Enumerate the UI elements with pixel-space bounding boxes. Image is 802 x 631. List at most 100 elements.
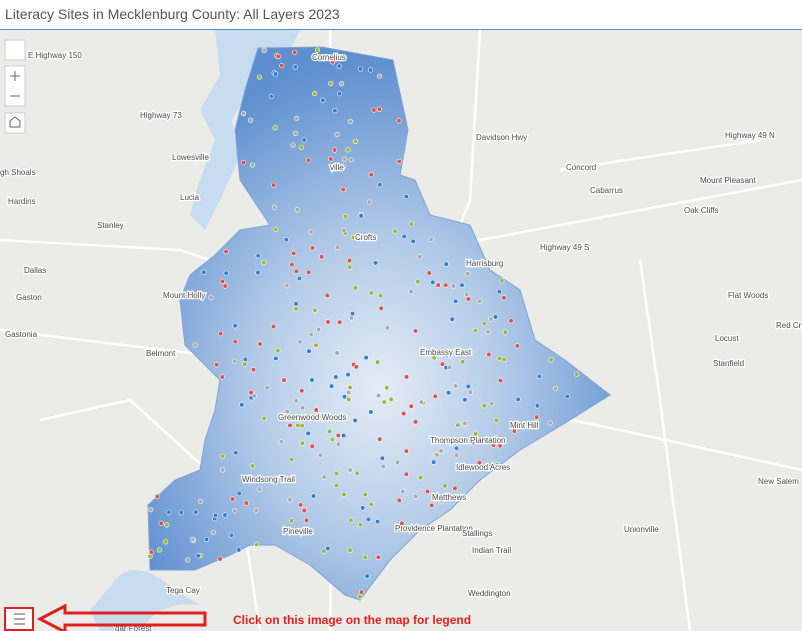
place-label: Embassy East	[420, 348, 472, 357]
site-dot	[321, 548, 327, 554]
site-dot	[399, 520, 405, 526]
site-dot	[508, 318, 514, 324]
site-dot	[564, 393, 570, 400]
site-dot	[289, 262, 295, 268]
site-dot	[329, 383, 335, 389]
site-dot	[294, 207, 300, 213]
site-dot	[291, 250, 297, 256]
site-dot	[446, 364, 453, 370]
place-label: Gaston	[16, 293, 42, 302]
site-dot	[438, 498, 444, 504]
site-dot	[548, 357, 554, 363]
site-dot	[348, 157, 354, 163]
site-dot	[352, 417, 358, 424]
site-dot	[403, 193, 409, 200]
place-label: Mint Hill	[510, 421, 539, 430]
site-dot	[197, 498, 204, 505]
site-dot	[301, 507, 307, 514]
legend-icon	[14, 613, 25, 625]
site-dot	[287, 422, 293, 429]
site-dot	[335, 244, 341, 250]
site-dot	[352, 138, 359, 144]
site-dot	[456, 492, 462, 498]
site-dot	[375, 359, 381, 365]
county	[147, 46, 611, 601]
site-dot	[347, 264, 353, 270]
site-dot	[453, 452, 460, 458]
site-dot	[321, 474, 327, 480]
site-dot	[192, 342, 198, 348]
site-dot	[501, 356, 507, 362]
site-dot	[306, 348, 312, 354]
site-dot	[438, 448, 444, 454]
site-dot	[292, 64, 298, 70]
site-dot	[380, 463, 386, 470]
site-dot	[388, 396, 394, 402]
site-dot	[445, 390, 452, 396]
site-dot	[311, 90, 318, 97]
site-dot	[515, 396, 521, 402]
site-dot	[228, 532, 235, 538]
site-dot	[287, 497, 293, 503]
site-dot	[231, 358, 238, 364]
place-label: Mount Pleasant	[700, 176, 756, 185]
site-dot	[345, 147, 351, 153]
site-dot	[240, 110, 247, 117]
site-dot	[485, 329, 491, 335]
site-dot	[193, 509, 199, 515]
place-label: Oak Cliffs	[684, 206, 719, 215]
site-dot	[320, 97, 326, 103]
site-dot	[368, 172, 374, 178]
site-dot	[333, 374, 339, 380]
home-button[interactable]	[4, 112, 26, 134]
site-dot	[375, 554, 381, 560]
site-dot	[295, 422, 301, 428]
place-label: Indian Trail	[472, 546, 511, 555]
site-dot	[431, 355, 437, 361]
site-dot	[476, 460, 482, 466]
site-dot	[348, 517, 354, 523]
share-button[interactable]	[4, 39, 26, 61]
site-dot	[346, 258, 353, 264]
site-dot	[288, 518, 295, 524]
site-dot	[294, 115, 300, 122]
site-dot	[502, 329, 508, 335]
site-dot	[316, 326, 322, 333]
site-dot	[325, 545, 331, 552]
site-dot	[347, 547, 353, 553]
site-dot	[408, 403, 414, 409]
site-dot	[371, 107, 377, 113]
place-label: Hardins	[8, 197, 36, 206]
site-dot	[455, 422, 461, 428]
site-dot	[232, 323, 238, 329]
place-label: Belmont	[146, 349, 176, 358]
site-dot	[358, 589, 365, 595]
site-dot	[298, 144, 304, 150]
place-label: Matthews	[432, 493, 466, 502]
site-dot	[242, 356, 249, 362]
place-label: Locust	[715, 334, 739, 343]
site-dot	[255, 270, 261, 276]
site-dot	[248, 117, 254, 123]
site-dot	[408, 221, 415, 227]
site-dot	[453, 445, 460, 451]
site-dot	[308, 331, 314, 337]
site-dot	[296, 275, 303, 282]
site-dot	[341, 156, 348, 162]
site-dot	[290, 142, 296, 148]
site-dot	[358, 213, 364, 219]
site-dot	[243, 500, 249, 506]
place-label: Weddington	[468, 589, 511, 598]
site-dot	[310, 493, 317, 499]
site-dot	[473, 431, 479, 437]
site-dot	[372, 260, 379, 266]
site-dot	[336, 91, 343, 97]
place-label: Lucia	[180, 193, 200, 202]
site-dot	[375, 392, 382, 399]
site-dot	[348, 315, 355, 321]
place-label: New Salem	[758, 477, 799, 486]
site-dot	[417, 254, 423, 260]
site-dot	[201, 269, 207, 275]
site-dot	[270, 323, 277, 330]
site-dot	[350, 234, 357, 241]
